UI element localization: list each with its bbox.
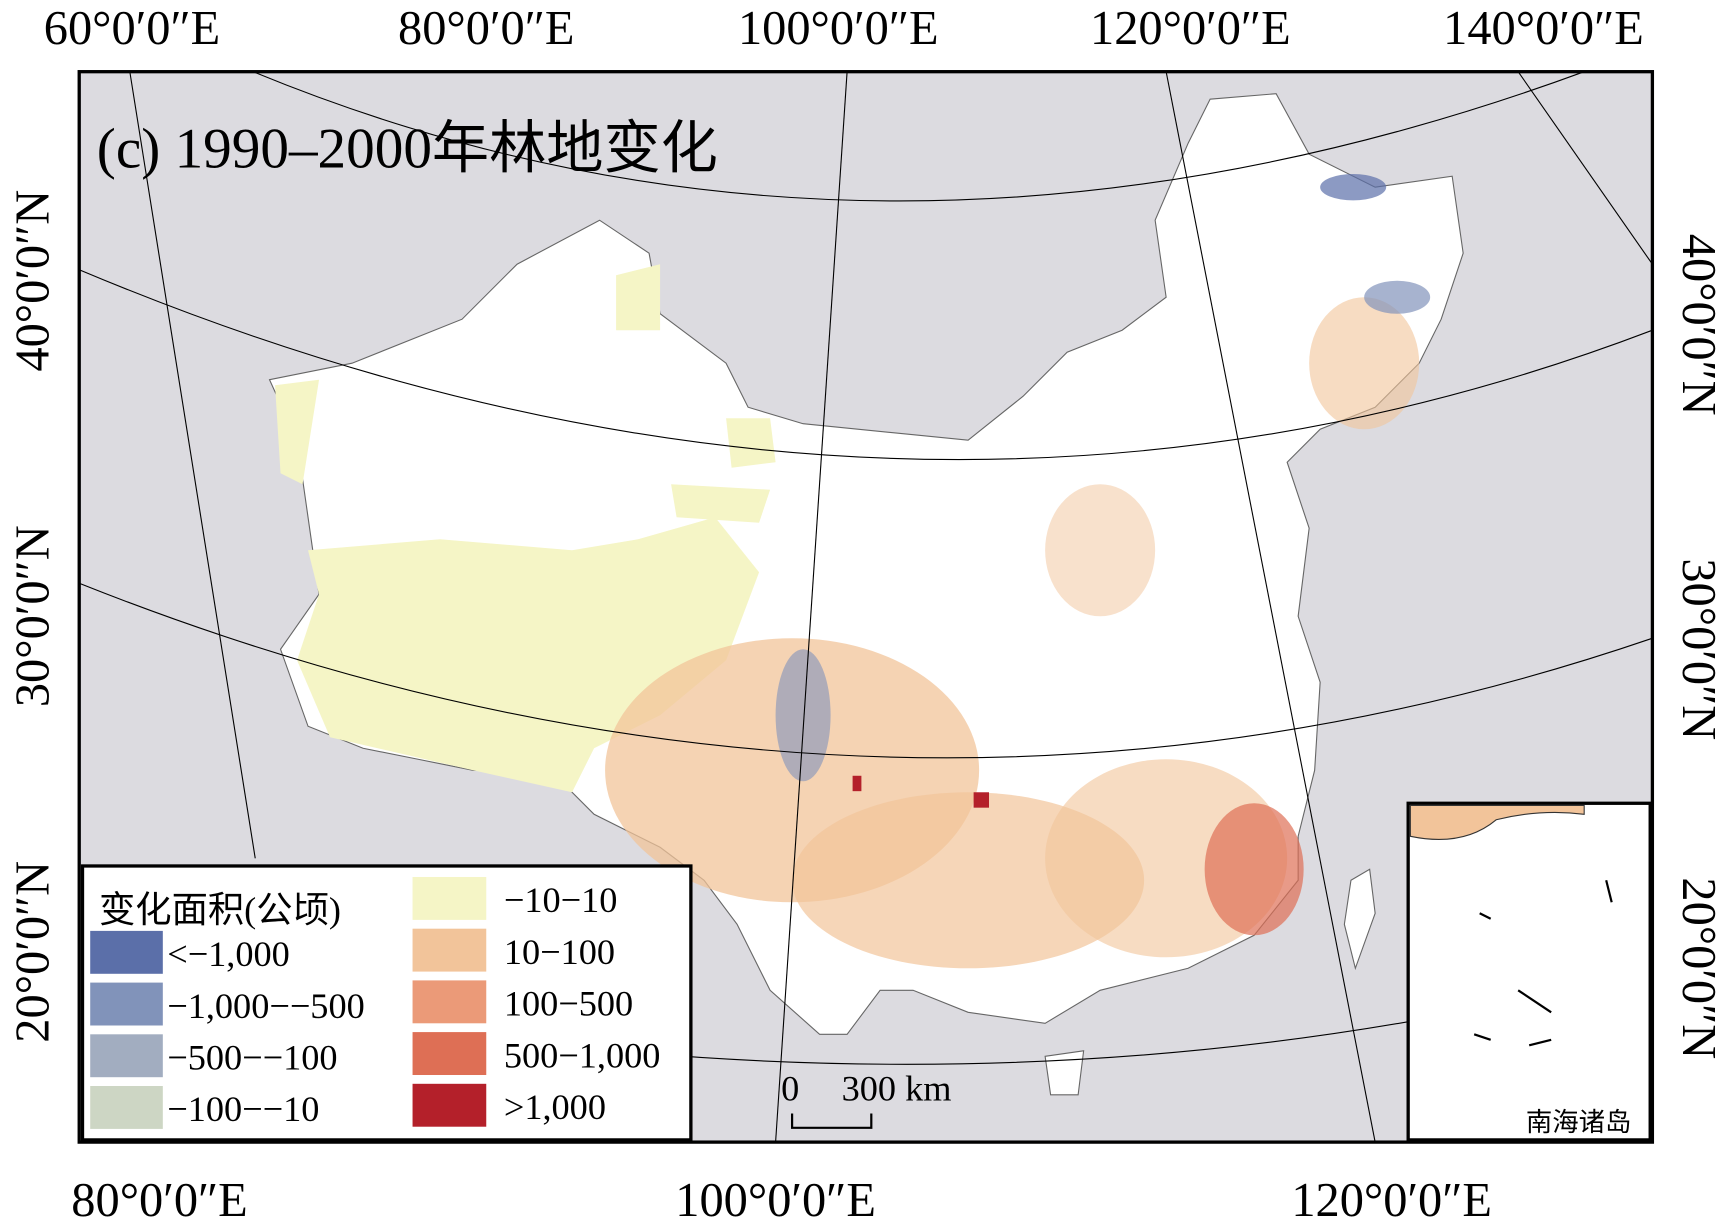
legend-label: −100−−10	[167, 1089, 319, 1129]
map-title: (c) 1990–2000年林地变化	[97, 117, 718, 180]
graticule-line	[79, 582, 1653, 759]
inset: 南海诸岛	[1406, 801, 1652, 1142]
scale-label: 300 km	[842, 1068, 952, 1108]
legend-swatch	[90, 982, 163, 1026]
change-patch	[1320, 173, 1387, 201]
graticule-line	[78, 269, 1653, 461]
legend-swatch	[412, 1083, 487, 1127]
legend-swatch	[412, 928, 487, 972]
change-cells	[605, 173, 1431, 969]
legend-label: 10−100	[504, 932, 615, 972]
map-frame	[77, 70, 1655, 1144]
change-patch	[1309, 297, 1420, 430]
legend-swatch	[412, 876, 487, 920]
legend-label: 500−1,000	[504, 1035, 661, 1075]
lon-label: 60°0′0″E	[44, 2, 220, 55]
legend-label: −500−−100	[167, 1038, 337, 1078]
legend-swatch	[90, 930, 163, 974]
legend-label: 100−500	[504, 984, 633, 1024]
lon-label: 100°0′0″E	[675, 1174, 876, 1227]
scale-bar: 0 300 km	[781, 1068, 952, 1129]
lon-label: 120°0′0″E	[1090, 2, 1291, 55]
inset-land	[1409, 804, 1585, 840]
change-patch	[1364, 280, 1431, 314]
legend-swatch	[412, 1032, 487, 1076]
change-patch	[1204, 803, 1304, 936]
change-patch	[852, 775, 862, 792]
legend-title: 变化面积(公顷)	[99, 890, 341, 930]
legend-label: −10−10	[504, 880, 618, 920]
lon-label: 100°0′0″E	[738, 2, 939, 55]
change-patch	[775, 649, 831, 782]
legend-label: >1,000	[504, 1087, 606, 1127]
legend-swatch	[412, 980, 487, 1024]
change-patch	[1045, 484, 1156, 617]
lat-label: 40°0′0″N	[6, 190, 59, 372]
legend-label: <−1,000	[167, 934, 290, 974]
graticule-line	[252, 71, 1585, 202]
inset-islands	[1473, 880, 1613, 1047]
region-stable	[275, 264, 776, 523]
graticule-line	[1517, 71, 1653, 265]
graticule-line	[129, 71, 256, 859]
lat-label: 40°0′0″N	[1672, 234, 1725, 416]
legend-swatch	[90, 1034, 163, 1078]
lon-label: 140°0′0″E	[1443, 2, 1644, 55]
lon-label: 80°0′0″E	[71, 1174, 247, 1227]
legend-box	[80, 864, 693, 1142]
graticule	[78, 71, 1653, 1143]
legend: 变化面积(公顷) <−1,000 −1,000−−500 −500−−100 −100…	[80, 864, 693, 1142]
lat-label: 30°0′0″N	[1672, 558, 1725, 740]
scale-zero: 0	[781, 1068, 799, 1108]
legend-label: −1,000−−500	[167, 986, 365, 1026]
inset-label: 南海诸岛	[1526, 1107, 1632, 1137]
scale-bar-line	[790, 1113, 873, 1129]
change-patch	[973, 792, 990, 808]
lat-label: 20°0′0″N	[1672, 877, 1725, 1059]
lat-label: 30°0′0″N	[6, 525, 59, 707]
legend-swatch	[90, 1086, 163, 1129]
inset-frame	[1406, 801, 1652, 1142]
lon-label: 120°0′0″E	[1291, 1174, 1492, 1227]
graticule-line	[775, 71, 848, 1143]
lon-label: 80°0′0″E	[398, 2, 574, 55]
graticule-line	[1165, 71, 1376, 1143]
coordinate-labels: 60°0′0″E 80°0′0″E 100°0′0″E 120°0′0″E 140°0′…	[6, 2, 1725, 1227]
lat-label: 20°0′0″N	[6, 861, 59, 1043]
